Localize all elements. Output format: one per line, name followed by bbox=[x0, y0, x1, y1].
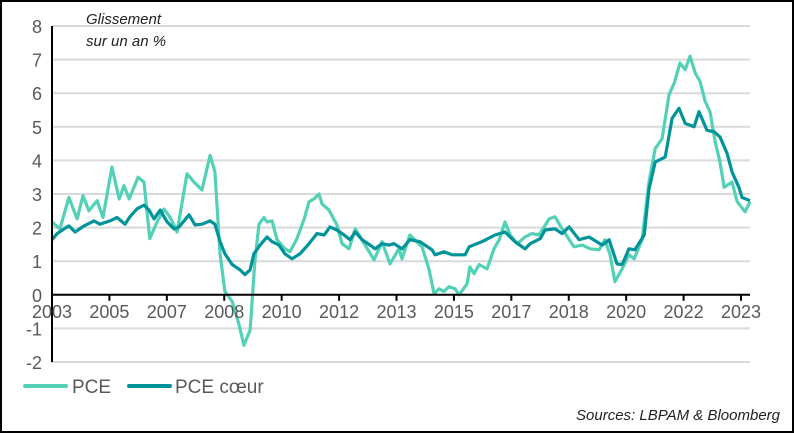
x-tick-label: 2007 bbox=[147, 302, 187, 322]
source-note: Sources: LBPAM & Bloomberg bbox=[576, 407, 781, 424]
x-tick-label: 2023 bbox=[721, 302, 761, 322]
y-tick-label: 6 bbox=[32, 84, 42, 104]
series-line-pce-core bbox=[50, 106, 751, 277]
y-tick-label: 2 bbox=[32, 219, 42, 239]
x-tick-label: 2022 bbox=[664, 302, 704, 322]
x-tick-label: 2013 bbox=[376, 302, 416, 322]
y-tick-label: -2 bbox=[26, 353, 42, 373]
y-tick-label: 8 bbox=[32, 17, 42, 37]
gridlines bbox=[52, 25, 750, 363]
y-axis-ticks: -2 -1 0 1 2 3 4 5 6 7 8 bbox=[26, 17, 42, 373]
y-tick-label: 3 bbox=[32, 185, 42, 205]
legend-label-pce: PCE bbox=[72, 377, 111, 398]
x-tick-label: 2020 bbox=[606, 302, 646, 322]
legend: PCE PCE cœur bbox=[23, 377, 264, 398]
y-tick-label: -1 bbox=[26, 319, 42, 339]
annotation-line-1: Glissement bbox=[86, 11, 162, 28]
y-tick-label: 1 bbox=[32, 252, 42, 272]
x-tick-label: 2017 bbox=[491, 302, 531, 322]
x-tick-label: 2012 bbox=[319, 302, 359, 322]
y-tick-label: 5 bbox=[32, 118, 42, 138]
x-tick-label: 2015 bbox=[434, 302, 474, 322]
y-tick-label: 0 bbox=[32, 286, 42, 306]
y-tick-label: 7 bbox=[32, 51, 42, 71]
axes bbox=[51, 26, 750, 362]
x-tick-label: 2003 bbox=[32, 302, 72, 322]
x-tick-label: 2018 bbox=[549, 302, 589, 322]
annotation-line-2: sur un an % bbox=[86, 33, 166, 50]
x-tick-label: 2008 bbox=[204, 302, 244, 322]
legend-label-pce-core: PCE cœur bbox=[175, 377, 264, 398]
y-tick-label: 4 bbox=[32, 151, 42, 171]
x-tick-label: 2010 bbox=[262, 302, 302, 322]
x-axis-ticks: 2003 2005 2007 2008 2010 2012 2013 2015 2017 2018… bbox=[32, 294, 761, 322]
x-tick-label: 2005 bbox=[89, 302, 129, 322]
series-lines bbox=[50, 54, 752, 347]
